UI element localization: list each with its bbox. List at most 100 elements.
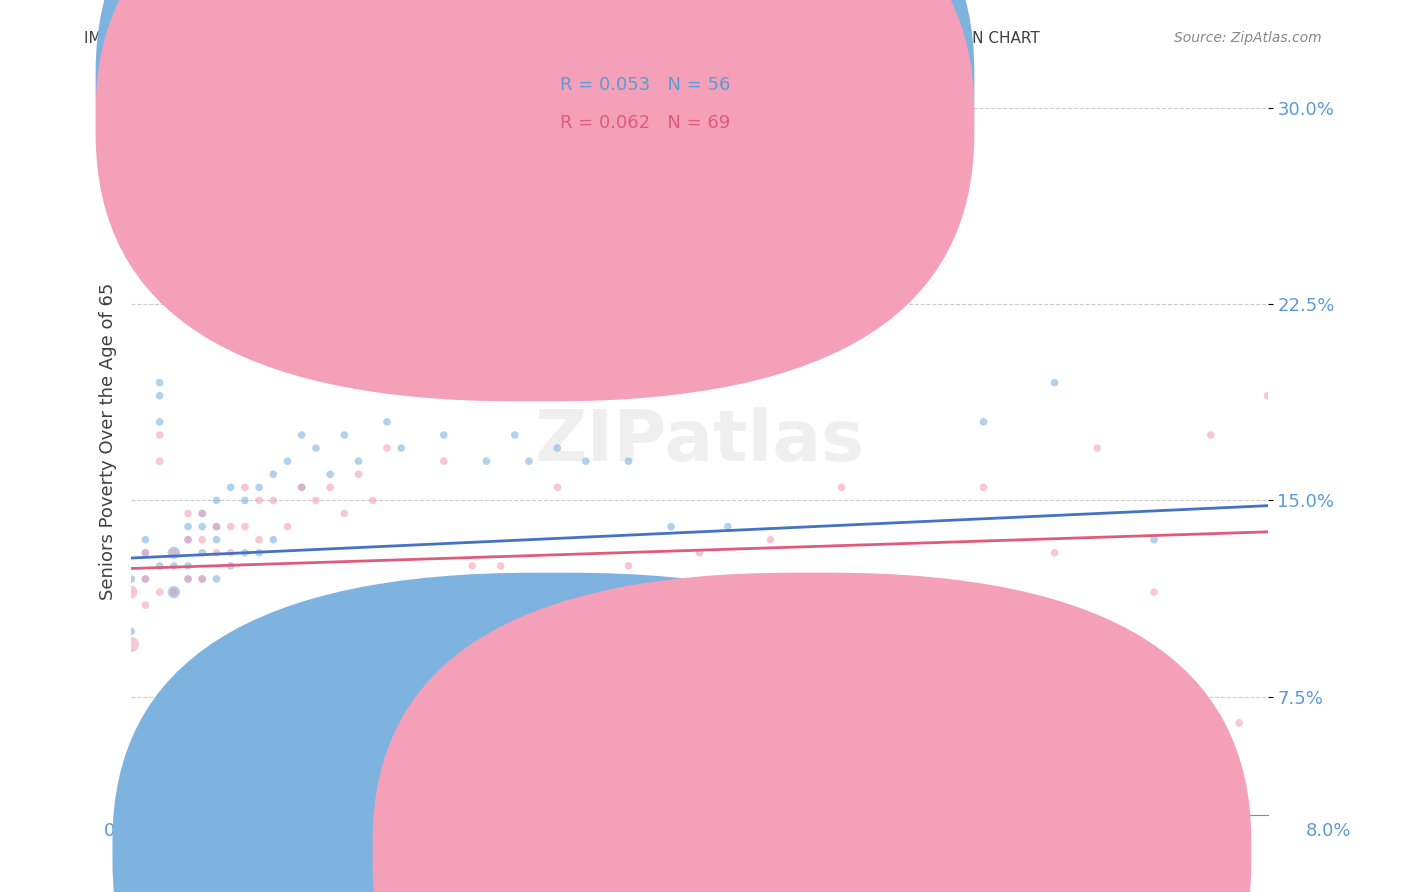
Point <box>134 546 156 560</box>
Point <box>1085 441 1108 455</box>
Point <box>517 650 540 665</box>
Point <box>531 715 554 730</box>
Point <box>149 376 172 390</box>
Point <box>503 428 526 442</box>
Point <box>276 454 298 468</box>
Point <box>375 441 398 455</box>
Point <box>134 546 156 560</box>
Point <box>333 428 356 442</box>
Point <box>262 310 284 325</box>
Point <box>177 558 200 573</box>
Point <box>1143 533 1166 547</box>
Point <box>461 558 484 573</box>
Point <box>1227 715 1250 730</box>
Point <box>291 480 314 494</box>
Point <box>219 558 242 573</box>
Point <box>1257 389 1279 403</box>
Point <box>177 519 200 533</box>
Point <box>163 585 186 599</box>
Point <box>120 637 142 651</box>
Point <box>149 389 172 403</box>
Point <box>177 572 200 586</box>
Point <box>546 441 568 455</box>
Point <box>120 572 142 586</box>
Point <box>305 441 328 455</box>
Point <box>859 715 882 730</box>
Point <box>134 572 156 586</box>
Point <box>233 519 256 533</box>
Point <box>149 428 172 442</box>
Y-axis label: Seniors Poverty Over the Age of 65: Seniors Poverty Over the Age of 65 <box>100 283 117 600</box>
Point <box>177 572 200 586</box>
Point <box>177 533 200 547</box>
Point <box>177 507 200 521</box>
Point <box>134 598 156 612</box>
Point <box>247 533 270 547</box>
Point <box>262 533 284 547</box>
Point <box>233 480 256 494</box>
Text: IMMIGRANTS FROM MALAYSIA VS IMMIGRANTS FROM JORDAN SENIORS POVERTY OVER THE AGE : IMMIGRANTS FROM MALAYSIA VS IMMIGRANTS F… <box>84 31 1040 46</box>
Point <box>1171 715 1194 730</box>
Point <box>319 480 342 494</box>
Point <box>361 493 384 508</box>
Point <box>305 493 328 508</box>
Point <box>617 558 640 573</box>
Point <box>205 519 228 533</box>
Point <box>1171 715 1194 730</box>
Point <box>149 454 172 468</box>
Point <box>149 415 172 429</box>
Point <box>163 585 186 599</box>
Point <box>1143 585 1166 599</box>
Point <box>347 467 370 482</box>
Point <box>333 507 356 521</box>
Text: Immigrants from Malaysia: Immigrants from Malaysia <box>591 843 807 861</box>
Text: Source: ZipAtlas.com: Source: ZipAtlas.com <box>1174 31 1322 45</box>
Point <box>475 715 498 730</box>
Point <box>191 546 214 560</box>
Point <box>191 572 214 586</box>
Point <box>575 454 598 468</box>
Point <box>475 454 498 468</box>
Point <box>262 467 284 482</box>
Point <box>163 546 186 560</box>
Point <box>219 519 242 533</box>
Point <box>1199 428 1222 442</box>
Point <box>134 572 156 586</box>
Point <box>219 546 242 560</box>
Point <box>659 519 682 533</box>
Point <box>447 572 470 586</box>
Point <box>1043 376 1066 390</box>
Point <box>973 415 995 429</box>
Point <box>901 650 924 665</box>
Point <box>163 546 186 560</box>
Point <box>247 480 270 494</box>
Text: R = 0.053   N = 56: R = 0.053 N = 56 <box>560 76 730 94</box>
Point <box>163 585 186 599</box>
Point <box>347 454 370 468</box>
Text: 8.0%: 8.0% <box>1306 822 1351 840</box>
Point <box>134 533 156 547</box>
Point <box>120 585 142 599</box>
Point <box>1001 624 1024 639</box>
Point <box>603 611 626 625</box>
Point <box>191 533 214 547</box>
Point <box>688 546 710 560</box>
Point <box>291 428 314 442</box>
Point <box>120 624 142 639</box>
Point <box>205 533 228 547</box>
Point <box>191 507 214 521</box>
Point <box>831 480 853 494</box>
Point <box>489 558 512 573</box>
Point <box>787 715 810 730</box>
Point <box>177 533 200 547</box>
Point <box>1115 715 1137 730</box>
Text: 0.0%: 0.0% <box>104 822 149 840</box>
Point <box>546 480 568 494</box>
Point <box>717 519 740 533</box>
Point <box>1143 715 1166 730</box>
Point <box>205 572 228 586</box>
Point <box>389 703 412 717</box>
Point <box>717 585 740 599</box>
Point <box>759 533 782 547</box>
Point <box>517 454 540 468</box>
